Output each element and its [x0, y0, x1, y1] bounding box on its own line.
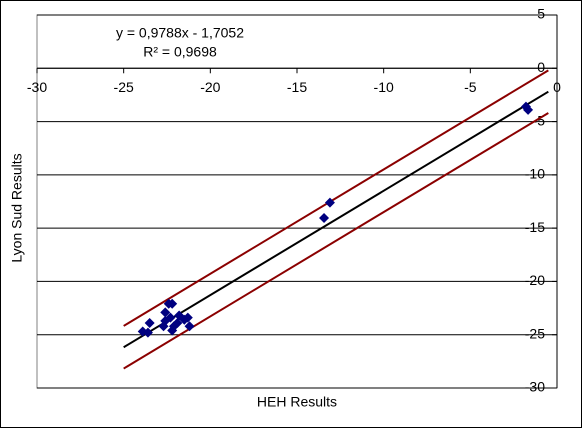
data-point	[167, 298, 178, 309]
equation: y = 0,9788x - 1,7052	[116, 25, 244, 41]
data-point	[137, 326, 148, 337]
y-axis-title: Lyon Sud Results	[9, 153, 25, 262]
data-point	[165, 312, 176, 323]
x-axis-title: HEH Results	[257, 394, 337, 410]
data-point	[167, 325, 178, 336]
data-point	[172, 317, 183, 328]
y-tick-label: 0	[537, 59, 545, 75]
y-tick-label: -20	[525, 272, 545, 288]
x-tick-label: -5	[464, 79, 477, 95]
data-point	[184, 321, 195, 332]
y-tick-label: -30	[525, 379, 545, 395]
y-tick-label: 5	[537, 6, 545, 22]
x-tick-label: -20	[200, 79, 220, 95]
data-point	[319, 213, 330, 224]
data-point	[160, 307, 171, 318]
data-point	[324, 197, 335, 208]
data-point	[520, 101, 531, 112]
y-tick-label: -10	[525, 166, 545, 182]
x-tick-label: -15	[287, 79, 307, 95]
r-squared: R² = 0,9698	[143, 44, 217, 60]
x-tick-label: -25	[114, 79, 134, 95]
trend-line	[123, 112, 549, 370]
trend-line	[123, 90, 549, 349]
x-tick-label: -10	[374, 79, 394, 95]
y-tick-label: -25	[525, 325, 545, 341]
data-point	[182, 312, 193, 323]
y-tick-label: -15	[525, 219, 545, 235]
trend-line	[123, 69, 549, 327]
x-tick-label: -30	[27, 79, 47, 95]
data-point	[144, 317, 155, 328]
